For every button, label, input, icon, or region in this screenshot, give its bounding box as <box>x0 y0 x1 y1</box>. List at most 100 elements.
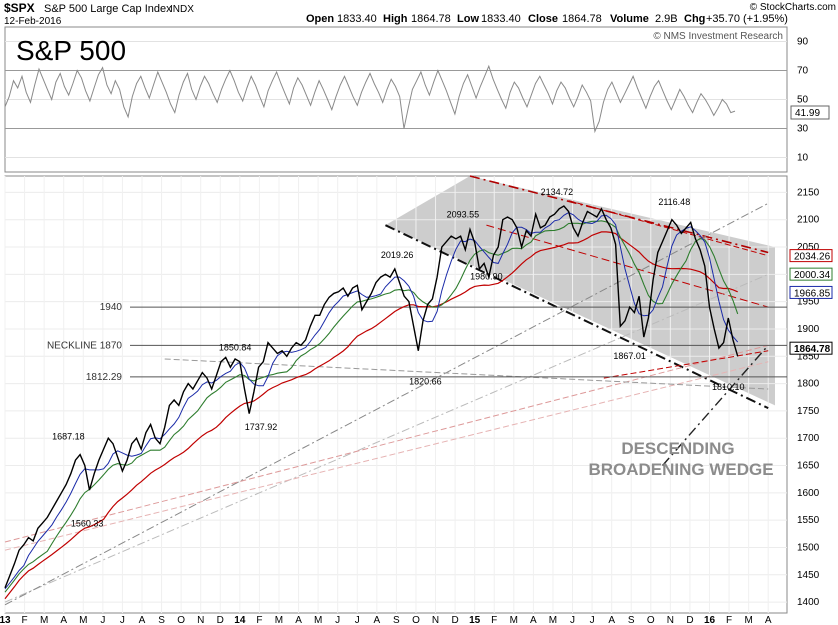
horizontal-levels: 1940 NECKLINE 1870 1812.29 <box>47 302 787 383</box>
price-tick-2150: 2150 <box>797 187 820 198</box>
price-tick-1400: 1400 <box>797 597 820 608</box>
date-tick-26: M <box>510 615 518 625</box>
trend-line-9 <box>662 344 769 466</box>
annotation-line-2: BROADENING WEDGE <box>588 460 773 479</box>
price-line <box>4 205 739 589</box>
rsi-title-group: S&P 500 <box>16 35 126 66</box>
wedge-annotation: DESCENDING BROADENING WEDGE <box>588 439 773 479</box>
high-value: 1864.78 <box>411 13 451 25</box>
open-value: 1833.40 <box>337 13 377 25</box>
date-tick-14: M <box>275 615 283 625</box>
price-badge-box-1 <box>789 267 833 281</box>
trend-line-8 <box>164 358 769 390</box>
close-label: Close <box>528 13 558 25</box>
rsi-tick-10: 10 <box>797 153 809 164</box>
date-tick-29: J <box>570 615 575 625</box>
date-tick-labels: 13 F M A M J J A S O N D 14 F M A M J J A S O N D 15 F M A M J J A S O N D 1… <box>0 615 772 625</box>
date-tick-37: F <box>726 615 732 625</box>
price-tick-1800: 1800 <box>797 379 820 390</box>
pivot-5: 1820.66 <box>409 377 442 387</box>
price-tick-1750: 1750 <box>797 406 820 417</box>
exchange: INDX <box>170 4 194 15</box>
date-tick-23: D <box>451 615 458 625</box>
date-tick-13: F <box>256 615 262 625</box>
close-value: 1864.78 <box>562 13 602 25</box>
date-tick-21: O <box>412 615 420 625</box>
date-tick-32: S <box>628 615 635 625</box>
price-tick-1550: 1550 <box>797 515 820 526</box>
moving-average-fast <box>4 212 739 590</box>
pivot-2: 1850.84 <box>219 342 252 352</box>
rsi-tick-50: 50 <box>797 95 809 106</box>
date-tick-39: A <box>765 615 772 625</box>
date-tick-2: M <box>40 615 48 625</box>
date-tick-20: S <box>393 615 400 625</box>
date-tick-7: A <box>139 615 146 625</box>
high-label: High <box>383 13 408 25</box>
low-value: 1833.40 <box>481 13 521 25</box>
price-panel: 1400 1450 1500 1550 1600 1650 1700 1750 1800 1850… <box>0 175 833 625</box>
pivot-4: 2019.26 <box>381 250 414 260</box>
chg-label: Chg <box>684 13 705 25</box>
date-tick-36: 16 <box>704 615 716 625</box>
chart-date: 12-Feb-2016 <box>4 16 62 27</box>
date-tick-11: D <box>217 615 224 625</box>
price-tick-2100: 2100 <box>797 215 820 226</box>
price-tick-1700: 1700 <box>797 433 820 444</box>
pivot-3: 1737.92 <box>245 422 278 432</box>
pivot-9: 1867.01 <box>613 351 646 361</box>
rsi-tick-labels: 90 70 50 30 10 <box>797 37 809 164</box>
level-label-1: NECKLINE 1870 <box>47 340 122 351</box>
date-tick-25: F <box>491 615 497 625</box>
rsi-tick-30: 30 <box>797 124 809 135</box>
price-badge-box-3 <box>789 341 833 355</box>
trend-lines <box>4 175 769 606</box>
rsi-tick-70: 70 <box>797 66 809 77</box>
date-tick-6: J <box>120 615 125 625</box>
price-tick-2050: 2050 <box>797 242 820 253</box>
date-tick-3: A <box>60 615 67 625</box>
price-badge-0: 2034.26 <box>794 252 831 263</box>
pivot-10: 2116.48 <box>658 197 690 207</box>
price-tick-1500: 1500 <box>797 542 820 553</box>
price-tick-1950: 1950 <box>797 297 820 308</box>
date-tick-9: O <box>177 615 185 625</box>
price-badge-box-2 <box>789 285 833 299</box>
price-tick-1600: 1600 <box>797 488 820 499</box>
date-tick-35: D <box>686 615 693 625</box>
date-tick-10: N <box>197 615 204 625</box>
pivot-0: 1687.18 <box>52 431 85 441</box>
date-tick-15: A <box>295 615 302 625</box>
date-tick-18: J <box>355 615 360 625</box>
level-label-2: 1812.29 <box>86 372 123 383</box>
date-tick-24: 15 <box>469 615 481 625</box>
copyright: © NMS Investment Research <box>653 31 783 42</box>
date-tick-0: 13 <box>0 615 11 625</box>
date-tick-22: N <box>432 615 439 625</box>
watermark: © StockCharts.com <box>750 2 836 13</box>
date-tick-34: N <box>667 615 674 625</box>
date-tick-28: M <box>549 615 557 625</box>
right-axis-price-badges: 2034.26 2000.34 1966.85 1864.78 <box>789 249 833 355</box>
date-tick-19: A <box>373 615 380 625</box>
date-tick-38: M <box>744 615 752 625</box>
price-badge-2: 1966.85 <box>794 288 831 299</box>
date-tick-12: 14 <box>234 615 246 625</box>
price-badge-3: 1864.78 <box>794 344 831 355</box>
pivot-7: 1980.90 <box>470 271 503 281</box>
moving-average-mid <box>4 220 739 593</box>
rsi-grid <box>5 41 787 158</box>
rsi-panel: 90 70 50 30 10 S&P 500 © NMS Investment Rese… <box>4 26 830 173</box>
date-tick-30: J <box>590 615 595 625</box>
volume-label: Volume <box>610 13 649 25</box>
open-label: Open <box>306 13 334 25</box>
date-tick-27: A <box>530 615 537 625</box>
index-name: S&P 500 Large Cap Index <box>44 3 172 15</box>
date-tick-5: J <box>100 615 105 625</box>
rsi-current-value: 41.99 <box>795 108 820 119</box>
chg-value: +35.70 (+1.95%) <box>706 13 788 25</box>
price-badge-box-0 <box>789 249 833 263</box>
pivot-8: 2134.72 <box>541 187 574 197</box>
price-tick-1900: 1900 <box>797 324 820 335</box>
